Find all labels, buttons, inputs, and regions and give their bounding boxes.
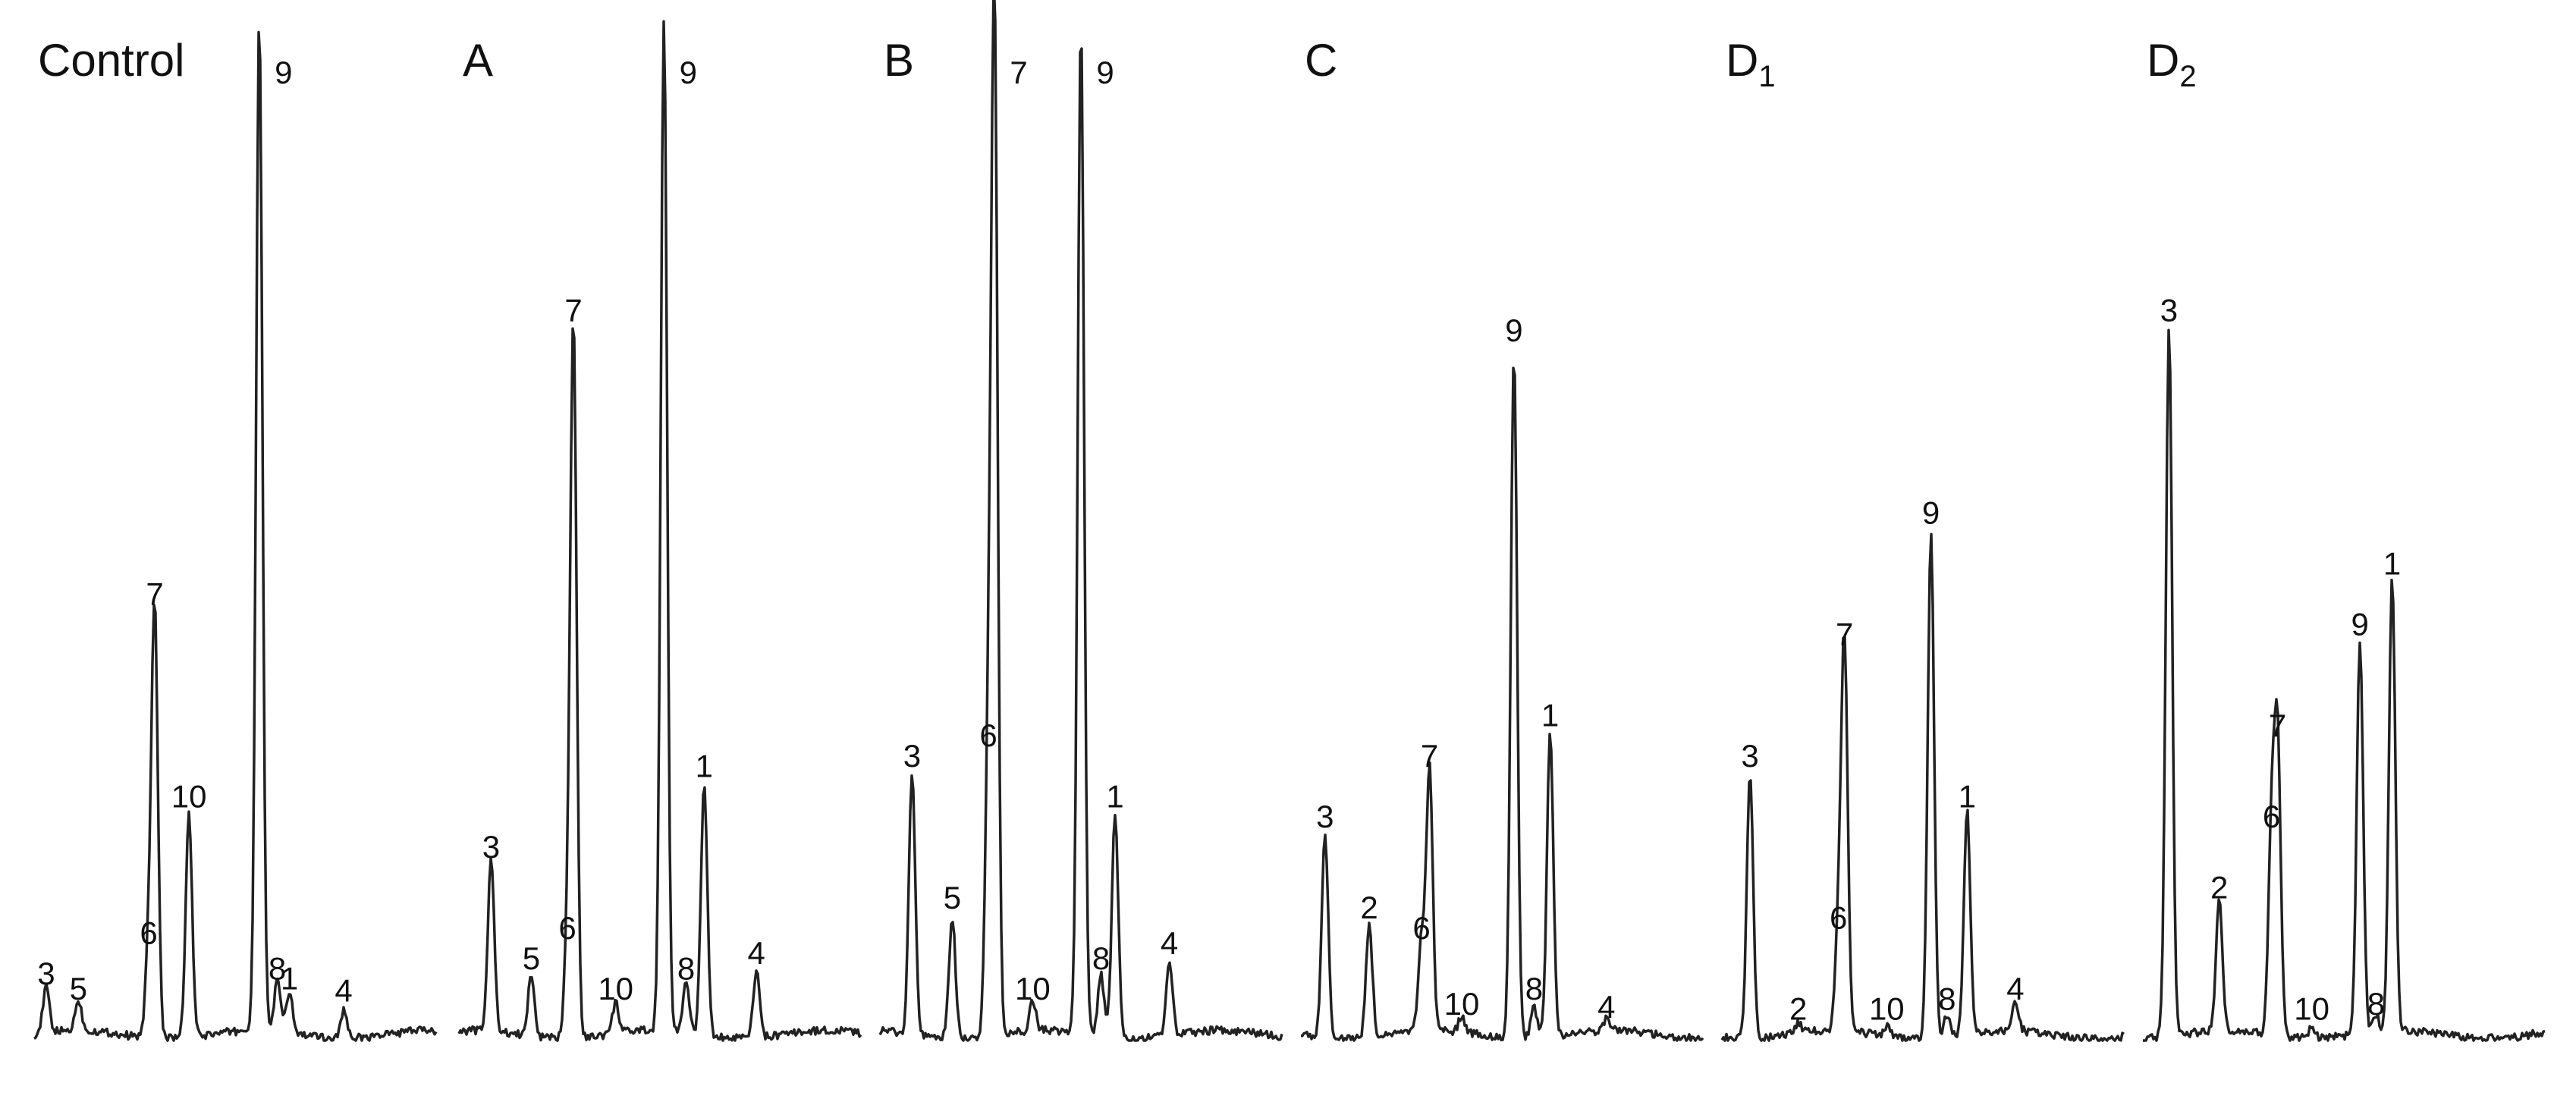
peak-label: 7 bbox=[1836, 617, 1853, 652]
peak-label: 10 bbox=[1015, 971, 1051, 1006]
peak-label: 6 bbox=[2263, 799, 2280, 834]
peak-label: 7 bbox=[1010, 55, 1027, 90]
chromatogram-panel: A 3 56 7 10 9 8 1 4 bbox=[457, 20, 862, 1042]
peak-label: 9 bbox=[1922, 495, 1940, 531]
peak-label: 10 bbox=[1869, 991, 1905, 1027]
peak-label: 9 bbox=[1096, 55, 1114, 90]
peak-label: 7 bbox=[564, 293, 582, 328]
peak-label: 3 bbox=[37, 956, 55, 991]
panel-title-subscript: 1 bbox=[1758, 60, 1775, 93]
peak-label: 9 bbox=[275, 55, 292, 90]
chromatogram-panel: D2 3 2 6 7 10 9 8 1 bbox=[2143, 35, 2546, 1042]
peak-label: 8 bbox=[677, 950, 695, 986]
peak-label: 7 bbox=[146, 576, 163, 611]
chromatogram-trace bbox=[33, 30, 438, 1042]
peak-label: 3 bbox=[482, 829, 500, 865]
panel-title: C bbox=[1305, 35, 1337, 86]
peak-label: 1 bbox=[2383, 545, 2401, 581]
chromatogram-panel: Control 3 5 6 7 10 9 81 4 bbox=[33, 30, 438, 1042]
peak-label: 8 bbox=[2367, 986, 2385, 1022]
chromatogram-trace bbox=[457, 20, 862, 1042]
peak-label: 10 bbox=[598, 971, 633, 1006]
chromatogram-panel: C 3 26 7 10 9 8 1 4 bbox=[1301, 35, 1704, 1042]
chromatogram-panel: D1 3 2 6 7 10 9 8 1 4 bbox=[1720, 35, 2125, 1042]
peak-label: 6 bbox=[558, 910, 576, 946]
panel-title-subscript: 2 bbox=[2179, 60, 2196, 93]
peak-label: 4 bbox=[1161, 925, 1178, 961]
chromatogram-trace bbox=[878, 0, 1283, 1042]
peak-label: 1 bbox=[1959, 778, 1976, 814]
peak-label: 9 bbox=[2351, 606, 2369, 642]
peak-label: 10 bbox=[2294, 991, 2329, 1027]
peak-label: 1 bbox=[281, 961, 298, 997]
peak-label: 9 bbox=[680, 55, 697, 90]
chromatogram-trace bbox=[1301, 366, 1704, 1042]
peak-label: 4 bbox=[748, 935, 765, 971]
peak-label: 8 bbox=[1938, 981, 1956, 1016]
peak-label: 5 bbox=[70, 971, 87, 1006]
peak-label: 7 bbox=[1421, 738, 1438, 774]
peak-label: 4 bbox=[1597, 989, 1615, 1025]
peak-label: 3 bbox=[1741, 738, 1758, 774]
peak-label: 2 bbox=[2210, 870, 2228, 906]
peak-label: 2 bbox=[1360, 890, 1378, 925]
chromatogram-panel: B 3 5 6 7 10 9 8 1 4 bbox=[878, 0, 1283, 1042]
peak-label: 2 bbox=[1789, 991, 1807, 1027]
panel-title: D2 bbox=[2147, 35, 2197, 93]
peak-label: 10 bbox=[1444, 986, 1480, 1022]
panel-title: D1 bbox=[1726, 35, 1776, 93]
peak-label: 1 bbox=[1106, 778, 1123, 814]
panel-title: B bbox=[884, 35, 914, 86]
peak-label: 3 bbox=[1316, 799, 1334, 834]
peak-label: 6 bbox=[1830, 900, 1847, 936]
peak-label: 9 bbox=[1505, 312, 1522, 348]
peak-label: 6 bbox=[1412, 910, 1430, 946]
peak-label: 7 bbox=[2269, 708, 2286, 743]
chromatogram-trace bbox=[2143, 328, 2546, 1042]
peak-label: 5 bbox=[523, 940, 540, 976]
peak-label: 8 bbox=[1092, 940, 1110, 976]
peak-label: 1 bbox=[1541, 698, 1559, 733]
peak-label: 4 bbox=[335, 973, 352, 1009]
chromatogram-trace bbox=[1720, 532, 2125, 1042]
peak-label: 10 bbox=[171, 778, 207, 814]
panel-title: A bbox=[463, 35, 493, 86]
peak-label: 6 bbox=[140, 915, 157, 951]
peak-label: 8 bbox=[269, 950, 286, 986]
peak-label: 5 bbox=[944, 880, 961, 915]
panel-title: Control bbox=[38, 35, 184, 86]
peak-label: 1 bbox=[696, 748, 713, 783]
peak-label: 8 bbox=[1525, 971, 1543, 1006]
peak-label: 4 bbox=[2006, 971, 2024, 1006]
peak-label: 6 bbox=[979, 717, 997, 753]
peak-label: 3 bbox=[2160, 293, 2178, 328]
peak-label: 3 bbox=[903, 738, 921, 774]
